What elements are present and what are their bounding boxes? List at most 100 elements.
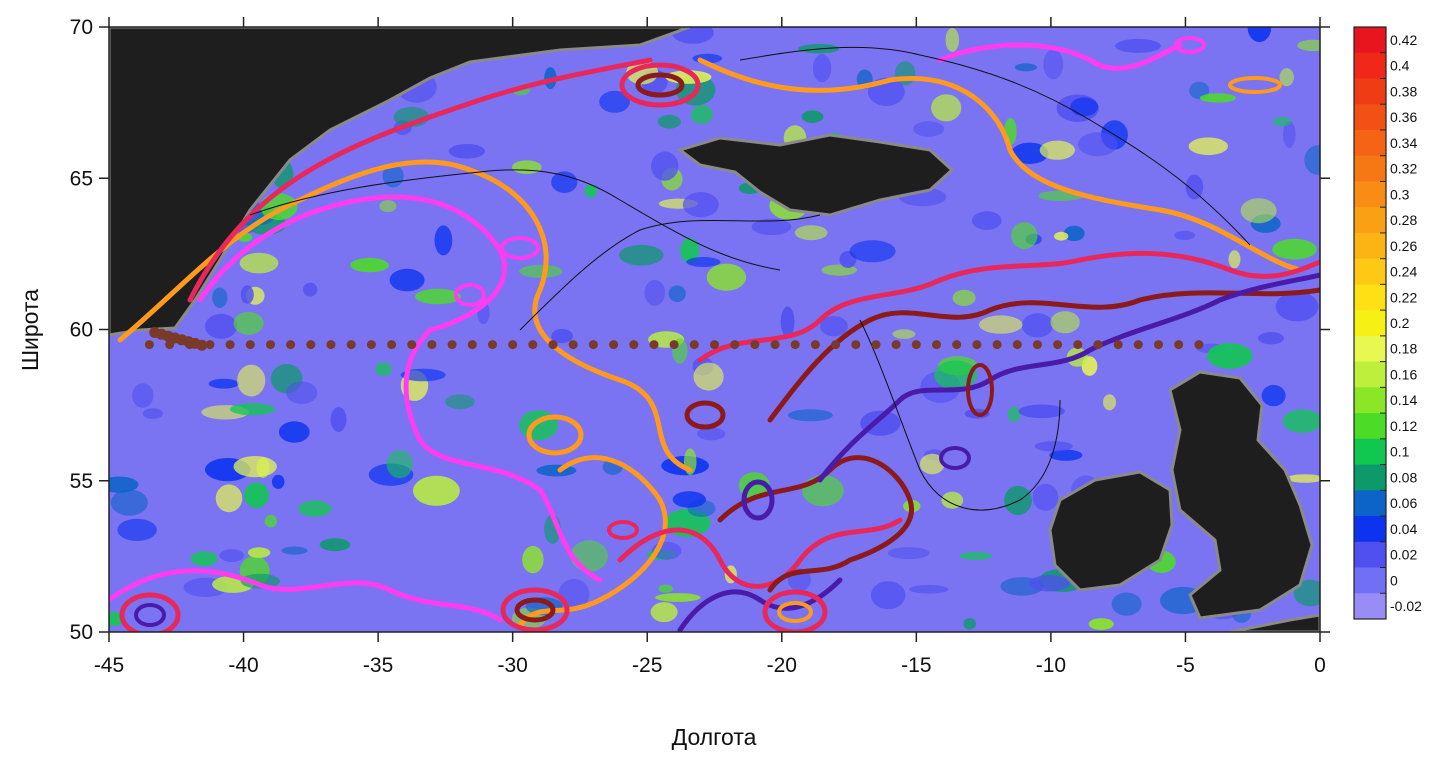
field-patch [584, 184, 598, 198]
field-patch [697, 427, 726, 441]
transect-station [1133, 340, 1143, 350]
field-patch [1304, 145, 1320, 175]
field-patch [219, 549, 244, 562]
field-patch [142, 408, 163, 419]
colorbar-label: 0.08 [1390, 469, 1417, 485]
field-patch [979, 315, 1023, 334]
field-patch [1247, 27, 1272, 42]
transect-station [770, 340, 780, 350]
transect-station [346, 340, 356, 350]
eddy-contour-17 [454, 283, 486, 307]
contour-magenta-south [109, 568, 503, 623]
field-patch [400, 368, 446, 382]
field-patch [1228, 250, 1241, 269]
field-patch [239, 252, 279, 274]
transect-station [790, 340, 800, 350]
colorbar-label: 0.16 [1390, 367, 1417, 383]
transect-station [266, 340, 275, 350]
transect-station [225, 340, 235, 350]
colorbar-label: 0.3 [1390, 186, 1410, 202]
field-patch [794, 225, 828, 241]
colorbar-swatch [1354, 413, 1386, 440]
transect-station [326, 340, 336, 350]
field-patch [1018, 404, 1065, 419]
transect-station [144, 340, 154, 350]
field-patch [413, 475, 460, 506]
field-patch [919, 453, 945, 475]
field-patch [780, 306, 795, 338]
colorbar-swatch [1354, 516, 1386, 543]
field-patch [1032, 483, 1059, 511]
field-patch [650, 602, 678, 623]
colorbar-legend: 0.42 0.4 0.38 0.36 0.34 0.32 0.3 0.28 0.26 0.24 0.… [1353, 26, 1422, 620]
field-patch [386, 450, 413, 479]
field-patch [330, 407, 347, 432]
transect-station [609, 340, 619, 350]
field-patch [244, 482, 269, 509]
field-patch [672, 491, 706, 508]
transect-station [750, 340, 760, 350]
transect-station [629, 340, 639, 350]
field-patch [271, 474, 285, 489]
colorbar-label: 0.36 [1390, 109, 1417, 125]
field-patch [1286, 474, 1320, 483]
x-tick-label: -45 [94, 654, 124, 677]
eddy-contour-5 [514, 597, 556, 623]
colorbar-label: 0.04 [1390, 521, 1417, 537]
colorbar-label: 0.06 [1390, 495, 1417, 511]
transect-station [467, 340, 477, 350]
field-patch [1063, 225, 1085, 242]
colorbar-swatch [1354, 27, 1386, 54]
field-patch [693, 362, 724, 391]
eddy-contour-13 [607, 520, 639, 540]
x-tick-label: -40 [228, 654, 258, 677]
colorbar-swatch [1354, 490, 1386, 517]
colorbar-swatch [1354, 258, 1386, 285]
eddy-contour-12 [939, 446, 971, 470]
eddy-contour-1 [619, 62, 701, 108]
colorbar-label: 0.02 [1390, 547, 1417, 563]
eddy-contour-16 [500, 236, 540, 260]
colorbar-label: 0.1 [1390, 444, 1410, 460]
field-patch [658, 584, 673, 593]
iceland-landmass [676, 133, 955, 217]
transect-station [1073, 340, 1083, 350]
transect-station [952, 340, 962, 350]
contour-orange-2 [697, 57, 1303, 273]
field-patch [536, 464, 577, 477]
colorbar-frame [1353, 26, 1387, 620]
field-patch [1034, 441, 1073, 452]
contour-crimson-3 [617, 517, 903, 589]
eddy-contour-15 [1228, 76, 1282, 94]
colorbar-swatch [1354, 310, 1386, 337]
field-patch [1279, 68, 1294, 87]
field-patch [240, 285, 254, 304]
great-britain-landmass [1168, 370, 1314, 620]
eddy-contour-18 [966, 363, 994, 417]
map-plot-area [109, 27, 1320, 632]
field-patch [1070, 97, 1099, 117]
field-patch [281, 546, 308, 555]
colorbar-label: 0.4 [1390, 58, 1410, 74]
colorbar-label: 0.38 [1390, 83, 1417, 99]
transect-station [810, 340, 820, 350]
field-patch [278, 421, 310, 443]
colorbar-swatch [1354, 438, 1386, 465]
transect-station [831, 340, 841, 350]
contour-darkred-2 [717, 455, 915, 593]
transect-station [548, 340, 558, 350]
field-patch [1283, 121, 1296, 148]
field-patch [229, 403, 276, 416]
transect-station [508, 340, 518, 350]
transect-station [387, 340, 397, 350]
x-tick-label: -30 [497, 654, 527, 677]
field-patch [1039, 140, 1075, 160]
field-patch [286, 381, 318, 405]
field-patch [1011, 222, 1038, 250]
field-patch [913, 121, 945, 137]
field-patch [690, 105, 713, 124]
eddy-contour-9 [134, 603, 166, 627]
colorbar-swatch [1354, 104, 1386, 131]
field-patch [445, 394, 475, 410]
field-patch [190, 551, 218, 567]
